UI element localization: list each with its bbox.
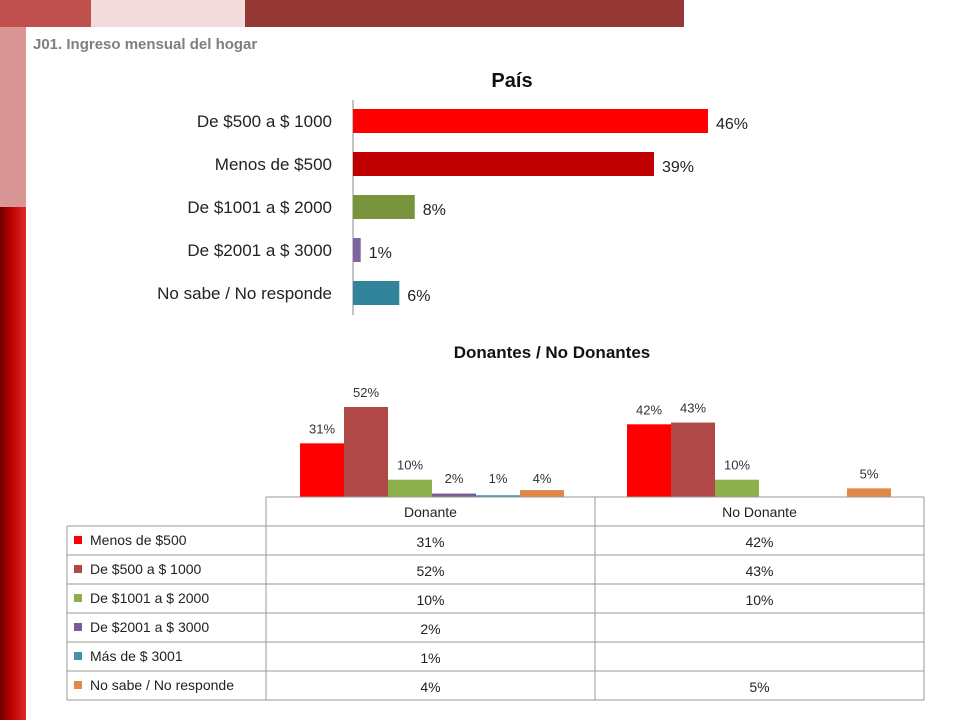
data-label: 43% [680,401,706,416]
legend-swatch [74,536,82,544]
category-label: De $1001 a $ 2000 [187,198,332,217]
table-cell-value: 2% [420,621,440,637]
category-label: Menos de $500 [215,155,332,174]
category-label: No sabe / No responde [157,284,332,303]
table-cell-value: 10% [745,592,773,608]
legend-label: De $2001 a $ 3000 [90,619,209,635]
bar [344,407,388,497]
data-label: 42% [636,402,662,417]
data-label: 31% [309,421,335,436]
table-cell-value: 4% [420,679,440,695]
data-label: 52% [353,385,379,400]
category-label: De $500 a $ 1000 [197,112,332,131]
table-cell-value: 31% [416,534,444,550]
legend-swatch [74,565,82,573]
legend-label: Menos de $500 [90,532,187,548]
bar [300,443,344,497]
bar [353,281,400,305]
top-decor-bar [245,0,684,27]
legend-swatch [74,652,82,660]
bar [432,493,476,497]
side-decor-bar [0,27,26,207]
top-decor-bar [0,0,91,27]
table-cell-value: 52% [416,563,444,579]
bar [353,195,415,219]
bar [671,422,715,497]
chart-title: País [491,70,532,92]
data-label: 5% [860,466,879,481]
data-label: 6% [407,288,430,305]
data-label: 2% [445,471,464,486]
data-label: 46% [716,116,748,133]
top-decor-bar [91,0,245,27]
bar [353,238,361,262]
legend-label: Más de $ 3001 [90,648,183,664]
chart-title: Donantes / No Donantes [454,343,650,362]
table-cell-value: 42% [745,534,773,550]
data-label: 1% [369,245,392,262]
legend-label: De $1001 a $ 2000 [90,590,209,606]
legend-label: De $500 a $ 1000 [90,561,202,577]
bar [476,495,520,497]
data-label: 8% [423,202,446,219]
data-label: 10% [397,458,423,473]
legend-swatch [74,681,82,689]
category-label: De $2001 a $ 3000 [187,241,332,260]
data-label: 39% [662,159,694,176]
x-tick-label: No Donante [722,504,797,520]
x-tick-label: Donante [404,504,457,520]
bar [353,152,654,176]
bar [388,479,432,497]
legend-label: No sabe / No responde [90,677,234,693]
bar [627,424,671,497]
side-decor-bar [0,207,26,720]
slide-title: J01. Ingreso mensual del hogar [33,36,258,53]
table-cell-value: 43% [745,563,773,579]
legend-swatch [74,594,82,602]
legend-swatch [74,623,82,631]
table-cell-value: 5% [749,679,769,695]
bar [353,109,708,133]
table-cell-value: 1% [420,650,440,666]
data-label: 1% [489,471,508,486]
table-cell-value: 10% [416,592,444,608]
bar [847,488,891,497]
data-label: 10% [724,458,750,473]
data-label: 4% [533,471,552,486]
bar [715,479,759,497]
bar [520,490,564,497]
